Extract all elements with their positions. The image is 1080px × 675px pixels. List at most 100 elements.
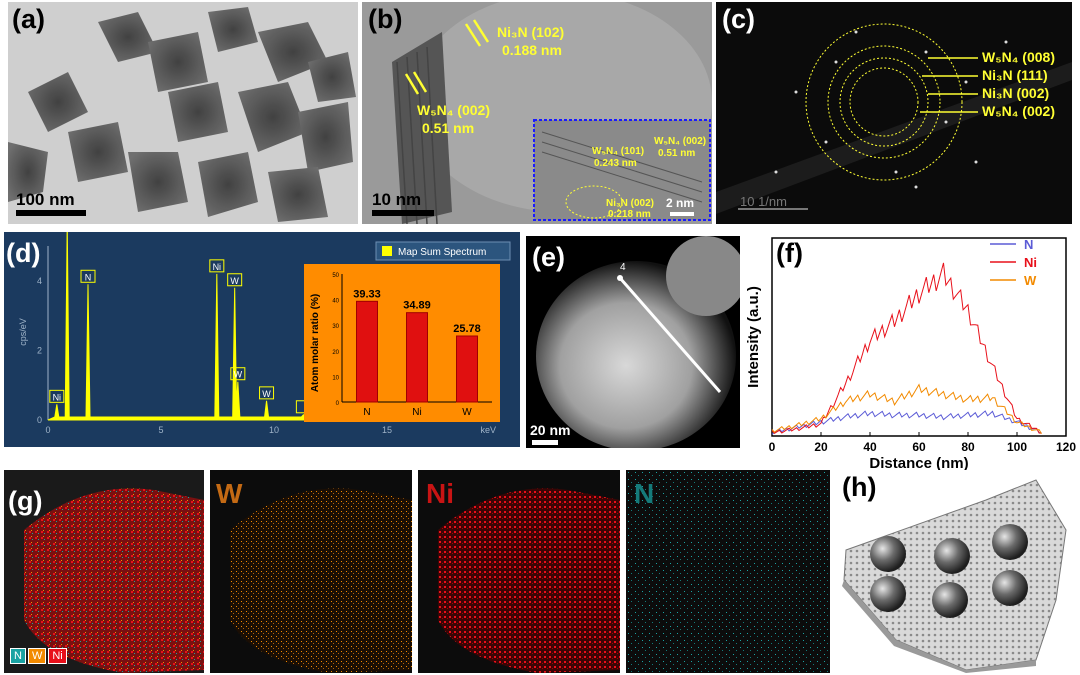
legend-box-d — [375, 241, 511, 261]
y-tick-d-1: 2 — [37, 345, 42, 355]
panel-g-overlay: (g) N W Ni — [4, 470, 204, 673]
x-label-f: Distance (nm) — [869, 455, 968, 472]
x-tick-f-5: 100 — [1007, 440, 1027, 454]
scale-text-a: 100 nm — [16, 190, 75, 209]
x-tick-d-0: 0 — [45, 425, 50, 435]
peak-box-3 — [209, 259, 225, 273]
annot-ni3n-102: Ni₃N (102) — [497, 24, 565, 40]
eds-spectrum-chart: 0 5 10 15 0 2 4 keV cps/eV Ni W N Ni W W W Map Sum Spect… — [18, 232, 511, 435]
inset-annot-c: Ni₃N (002) — [606, 198, 654, 209]
panel-label-f: (f) — [776, 238, 803, 268]
x-tick-d-2: 10 — [269, 425, 279, 435]
panel-a: (a) 100 nm — [8, 2, 358, 224]
map-w-label: W — [216, 478, 243, 509]
inset-x-tick-Ni: Ni — [412, 407, 421, 418]
scale-bar-a — [16, 210, 86, 216]
inset-y-tick-3: 30 — [332, 324, 339, 330]
inset-y-tick-2: 20 — [332, 350, 339, 356]
spectrum-series — [47, 232, 501, 421]
y-label-f: Intensity (a.u.) — [745, 286, 762, 388]
legend-text-d: Map Sum Spectrum — [398, 247, 486, 258]
ring-label-4: W₅N₄ (002) — [982, 103, 1055, 119]
scale-text-b: 10 nm — [372, 190, 422, 209]
inset-y-tick-5: 50 — [332, 273, 339, 279]
inset-annot-a: W₅N₄ (101) — [592, 146, 645, 157]
inset-annot-a-d: 0.243 nm — [594, 158, 637, 169]
peak-label-0: Ni — [53, 392, 62, 402]
overlay-map — [4, 470, 204, 673]
x-tick-f-0: 0 — [769, 440, 776, 454]
x-unit-d: keV — [480, 425, 496, 435]
y-tick-d-2: 4 — [37, 276, 42, 286]
inset-x-tick-W: W — [462, 407, 472, 418]
inset-y-tick-4: 40 — [332, 299, 339, 305]
inset-bar-W — [456, 335, 478, 403]
panel-label-h: (h) — [842, 472, 877, 502]
legend-swatch-d — [382, 246, 392, 256]
tem-image-a — [8, 2, 358, 224]
series-line-Ni — [771, 262, 1042, 435]
haadf-image-e — [526, 236, 740, 448]
map-n-label: N — [634, 478, 655, 509]
x-tick-d-1: 5 — [158, 425, 163, 435]
legend-label-W: W — [1024, 273, 1037, 288]
panel-c: (c) W₅N₄ (008) Ni₃N (111) Ni₃N (002) W₅N… — [716, 2, 1072, 224]
peak-box-6 — [259, 386, 275, 400]
panel-label-c: (c) — [722, 4, 755, 34]
inset-y-tick-0: 0 — [336, 401, 340, 407]
plot-frame-f — [771, 237, 1067, 437]
peak-label-4: W — [230, 276, 239, 286]
peak-box-4 — [227, 273, 243, 287]
panel-f: 0 20 40 60 80 100 120 Distance (nm) Intensity (a… — [742, 232, 1080, 472]
inset-bar-value-W: 25.78 — [453, 323, 481, 335]
panel-label-g: (g) — [8, 486, 43, 516]
peak-box-0 — [49, 389, 65, 403]
panel-h: (h) — [836, 470, 1080, 673]
legend-label-N: N — [1024, 237, 1033, 252]
linescan-chart: 0 20 40 60 80 100 120 Distance (nm) Intensity (a… — [745, 237, 1076, 472]
inset-scale-bar — [670, 212, 694, 216]
peak-box-2 — [80, 269, 96, 283]
x-tick-f-6: 120 — [1056, 440, 1076, 454]
panel-label-e: (e) — [532, 242, 565, 272]
saed-pattern-c — [716, 2, 1072, 224]
map-w-image — [210, 470, 412, 673]
scale-bar-b — [372, 210, 434, 216]
scale-text-e: 20 nm — [530, 422, 571, 438]
peak-box-5 — [230, 367, 246, 381]
linescan-marker: 4 — [620, 262, 626, 273]
legend-label-Ni: Ni — [1024, 255, 1037, 270]
ring-label-2: Ni₃N (111) — [982, 67, 1048, 83]
ring-label-3: Ni₃N (002) — [982, 85, 1050, 101]
inset-x-tick-N: N — [363, 407, 370, 418]
map-ni: Ni — [418, 470, 620, 673]
scale-bar-c — [738, 208, 808, 210]
panel-label-a: (a) — [12, 4, 45, 34]
panel-e: (e) 4 20 nm — [526, 236, 740, 448]
y-label-d: cps/eV — [18, 318, 28, 346]
linescan-line — [618, 277, 722, 393]
scale-text-c: 10 1/nm — [740, 194, 787, 209]
panel-label-b: (b) — [368, 4, 403, 34]
inset-scale-text: 2 nm — [666, 196, 695, 210]
nanoparticles — [870, 524, 1028, 618]
map-ni-label: Ni — [426, 478, 454, 509]
series-line-W — [771, 383, 1042, 434]
peak-label-6: W — [262, 389, 271, 399]
inset-annot-b: W₅N₄ (002) — [654, 136, 707, 147]
inset-y-label: Atom molar ratio (%) — [310, 294, 321, 392]
schematic-model-h — [842, 479, 1067, 673]
peak-label-5: W — [234, 370, 243, 380]
map-n-image — [626, 470, 830, 673]
peak-label-3: Ni — [213, 262, 222, 272]
inset-annot-c-d: 0.218 nm — [608, 209, 651, 220]
inset-bar-N — [356, 300, 378, 403]
annot-ni3n-102-d: 0.188 nm — [502, 42, 562, 58]
panel-d: 0 5 10 15 0 2 4 keV cps/eV Ni W N Ni W W W Map Sum Spect… — [4, 232, 520, 447]
annot-w5n4-002: W₅N₄ (002) — [417, 102, 490, 118]
inset-bar-value-Ni: 34.89 — [403, 300, 431, 312]
y-tick-d-0: 0 — [37, 415, 42, 425]
tag-n: N — [10, 648, 26, 664]
map-ni-image — [418, 470, 620, 673]
x-tick-f-1: 20 — [814, 440, 828, 454]
